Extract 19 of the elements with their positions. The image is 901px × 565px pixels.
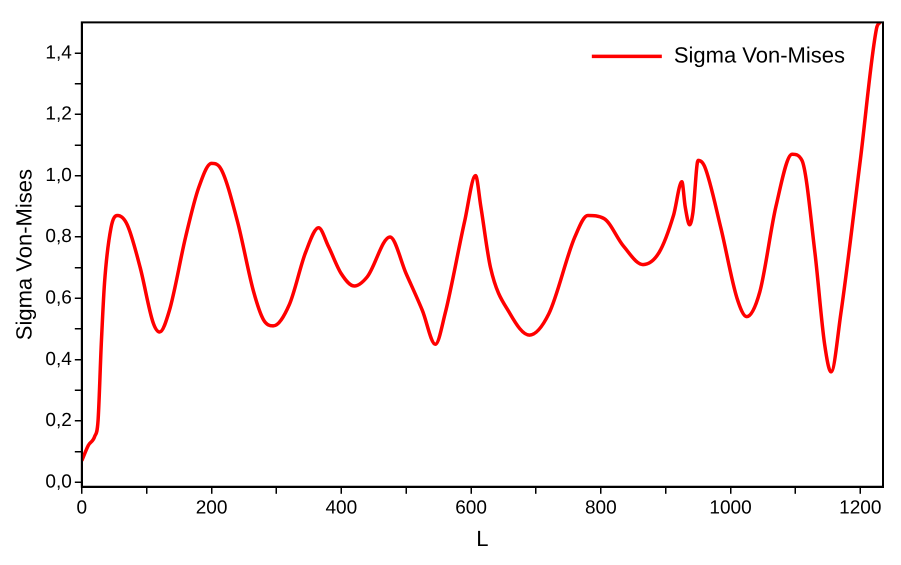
x-tick-label: 1200 — [839, 497, 882, 518]
x-axis-title: L — [476, 526, 489, 551]
x-tick-label: 400 — [325, 497, 358, 518]
y-tick-label: 0,8 — [45, 226, 72, 248]
y-tick-label: 1,2 — [45, 104, 72, 125]
x-tick-label: 600 — [455, 497, 487, 518]
y-tick-label: 0,0 — [45, 471, 72, 492]
x-tick-label: 200 — [196, 497, 228, 518]
y-tick-label: 0,6 — [45, 288, 72, 309]
legend-label: Sigma Von-Mises — [674, 42, 846, 68]
x-tick-label: 800 — [584, 497, 617, 518]
line-series — [82, 22, 882, 462]
y-tick-label: 1,0 — [45, 164, 72, 186]
x-tick-label: 0 — [76, 497, 88, 518]
x-tick-label: 1000 — [709, 497, 752, 518]
y-tick-label: 0,4 — [45, 348, 72, 370]
y-tick-label: 1,4 — [45, 42, 72, 64]
y-axis-title: Sigma Von-Mises — [11, 169, 36, 340]
y-tick-label: 0,2 — [45, 410, 72, 432]
